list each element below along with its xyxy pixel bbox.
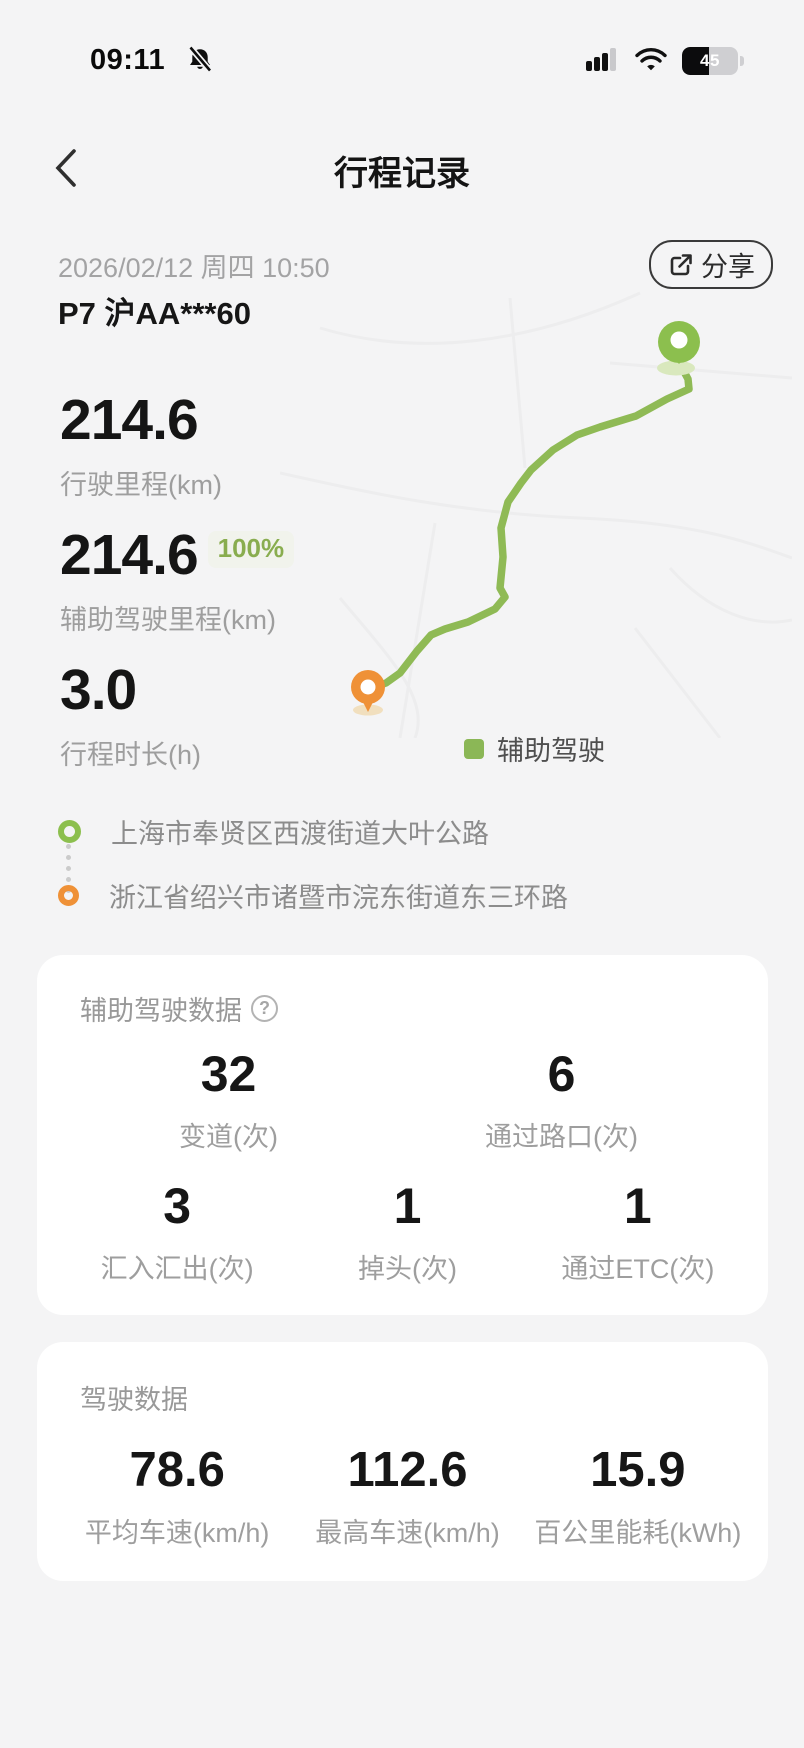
assist-card-title: 辅助驾驶数据 ? xyxy=(80,989,278,1028)
assist-stats-row-1: 32 变道(次) 6 通过路口(次) xyxy=(62,1049,728,1154)
stat-lane-changes: 32 变道(次) xyxy=(62,1049,395,1154)
route-polyline xyxy=(367,359,693,692)
page-title: 行程记录 xyxy=(334,155,470,193)
legend-color-swatch xyxy=(464,738,484,759)
vehicle-name: P7 沪AA***60 xyxy=(58,296,251,331)
stat-energy-per-100km: 15.9 百公里能耗(kWh) xyxy=(523,1446,753,1550)
header: 行程记录 xyxy=(0,140,804,196)
stat-etc-passes: 1 通过ETC(次) xyxy=(523,1181,753,1286)
stat-label: 汇入汇出(次) xyxy=(100,1254,254,1284)
stat-value: 214.6 xyxy=(60,388,199,452)
start-marker-orange xyxy=(351,670,385,716)
driving-card-title: 驾驶数据 xyxy=(80,1378,188,1417)
cellular-signal-icon xyxy=(586,46,620,77)
address-text: 上海市奉贤区西渡街道大叶公路 xyxy=(111,819,489,849)
route-point-end: 浙江省绍兴市诸暨市浣东街道东三环路 xyxy=(58,876,568,915)
status-time: 09:11 xyxy=(90,44,166,76)
stat-driven-distance: 214.6 行驶里程(km) xyxy=(60,392,222,502)
bell-muted-icon xyxy=(186,45,214,79)
assist-data-card: 辅助驾驶数据 ? 32 变道(次) 6 通过路口(次) 3 汇入汇出(次) 1 … xyxy=(37,955,768,1315)
driving-card-title-text: 驾驶数据 xyxy=(80,1385,188,1415)
battery-percent: 45 xyxy=(700,51,720,70)
stat-label: 通过ETC(次) xyxy=(561,1254,715,1284)
stat-value: 1 xyxy=(623,1178,652,1234)
stat-value: 15.9 xyxy=(590,1443,686,1497)
driving-stats-row: 78.6 平均车速(km/h) 112.6 最高车速(km/h) 15.9 百公… xyxy=(62,1446,753,1550)
stat-label: 掉头(次) xyxy=(358,1254,457,1284)
stat-label: 百公里能耗(kWh) xyxy=(534,1518,742,1548)
stat-value: 3 xyxy=(163,1178,192,1234)
stat-value: 214.6 xyxy=(60,523,199,587)
status-icons: 45 xyxy=(586,46,744,76)
battery-icon: 45 xyxy=(682,47,738,75)
assist-stats-row-2: 3 汇入汇出(次) 1 掉头(次) 1 通过ETC(次) xyxy=(62,1181,753,1286)
stat-value: 3.0 xyxy=(60,658,137,722)
status-bar: 09:11 xyxy=(0,40,804,82)
trip-datetime: 2026/02/12 周四 10:50 xyxy=(58,253,330,283)
stat-assist-distance: 214.6 100% 辅助驾驶里程(km) xyxy=(60,523,295,637)
green-ring-icon xyxy=(58,820,81,843)
address-text: 浙江省绍兴市诸暨市浣东街道东三环路 xyxy=(109,883,568,913)
end-pin-green xyxy=(657,321,700,376)
assist-percent-badge: 100% xyxy=(207,531,295,568)
stat-max-speed: 112.6 最高车速(km/h) xyxy=(292,1446,522,1550)
stat-duration: 3.0 行程时长(h) xyxy=(60,662,201,772)
stat-intersections: 6 通过路口(次) xyxy=(395,1049,728,1154)
route-point-start: 上海市奉贤区西渡街道大叶公路 xyxy=(58,812,489,851)
map-legend: 辅助驾驶 xyxy=(464,729,605,768)
stat-label: 行程时长(h) xyxy=(60,740,201,770)
share-label: 分享 xyxy=(701,252,755,282)
stat-value: 78.6 xyxy=(129,1443,225,1497)
legend-label: 辅助驾驶 xyxy=(497,736,605,766)
share-button[interactable]: 分享 xyxy=(649,240,773,289)
help-icon[interactable]: ? xyxy=(251,995,278,1022)
stat-label: 行驶里程(km) xyxy=(60,470,222,500)
stat-label: 变道(次) xyxy=(179,1122,278,1152)
chevron-left-icon xyxy=(55,149,76,187)
stat-avg-speed: 78.6 平均车速(km/h) xyxy=(62,1446,292,1550)
assist-card-title-text: 辅助驾驶数据 xyxy=(80,996,242,1026)
stat-label: 平均车速(km/h) xyxy=(84,1518,270,1548)
stat-u-turns: 1 掉头(次) xyxy=(292,1181,522,1286)
stat-label: 最高车速(km/h) xyxy=(315,1518,500,1548)
stat-value: 6 xyxy=(547,1046,576,1102)
stat-value: 1 xyxy=(393,1178,422,1234)
stat-label: 辅助驾驶里程(km) xyxy=(60,605,276,635)
back-button[interactable] xyxy=(44,144,88,192)
orange-ring-icon xyxy=(58,885,79,906)
driving-data-card: 驾驶数据 78.6 平均车速(km/h) 112.6 最高车速(km/h) 15… xyxy=(37,1342,768,1581)
map-roads xyxy=(279,291,793,739)
battery-nub xyxy=(740,56,744,66)
stat-merges: 3 汇入汇出(次) xyxy=(62,1181,292,1286)
route-map[interactable] xyxy=(279,268,793,739)
share-icon xyxy=(670,253,692,275)
stat-value: 32 xyxy=(200,1046,257,1102)
stat-value: 112.6 xyxy=(347,1443,468,1497)
wifi-icon xyxy=(634,46,668,77)
stat-label: 通过路口(次) xyxy=(485,1122,638,1152)
